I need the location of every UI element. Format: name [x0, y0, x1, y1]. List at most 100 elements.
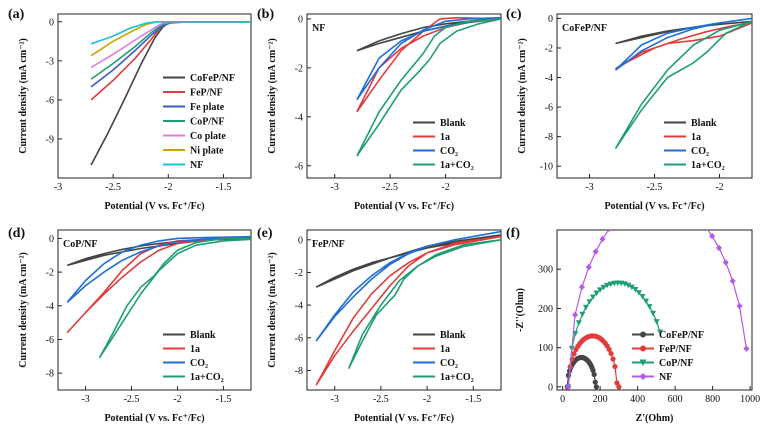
- data-point: [729, 277, 736, 285]
- x-tick-label: -2.5: [105, 182, 121, 193]
- y-tick-label: -2: [46, 268, 54, 279]
- plot-frame: [57, 229, 252, 391]
- x-tick-label: -3: [585, 182, 593, 193]
- data-point: [607, 281, 614, 288]
- data-point: [625, 282, 632, 289]
- series-line-Blank: [315, 234, 501, 288]
- data-point: [650, 310, 657, 317]
- y-tick-label: -6: [46, 95, 54, 106]
- plot-area: [564, 215, 750, 390]
- y-axis-label: Current density (mA cm⁻²): [267, 38, 278, 154]
- x-axis-label: Potential (V vs. Fc⁺/Fc): [104, 413, 204, 424]
- data-point: [646, 304, 653, 310]
- data-point: [702, 223, 708, 229]
- plot-area: [356, 16, 501, 157]
- x-tick-label: -2: [441, 182, 449, 193]
- panel-label: (f): [506, 226, 520, 241]
- x-axis-label: Potential (V vs. Fc⁺/Fc): [104, 201, 204, 212]
- data-point: [612, 363, 618, 370]
- series-line-1a: [356, 16, 501, 113]
- data-point: [597, 287, 604, 293]
- series-line-NF: [567, 230, 747, 387]
- x-tick-label: -3: [81, 394, 89, 405]
- legend-label: FeP/NF: [659, 344, 692, 355]
- legend-marker: [640, 331, 646, 338]
- y-tick-label: 0: [49, 234, 54, 245]
- data-point: [586, 299, 593, 305]
- plot-frame: [57, 13, 252, 179]
- data-point: [593, 290, 600, 297]
- panel-4: (d) -3 -2.5 -2 -1.5 0 -2 -4 -6 -8 Potential (V vs.…: [8, 226, 252, 424]
- x-axis-label: Potential (V vs. Fc⁺/Fc): [354, 413, 454, 424]
- y-tick-label: 200: [538, 304, 553, 315]
- legend-label: 1a: [691, 132, 701, 143]
- plot-area: [90, 21, 251, 166]
- legend-label: Blank: [691, 118, 717, 129]
- series-line-Blank: [615, 20, 752, 45]
- x-tick-label: 800: [705, 394, 720, 405]
- panel-label: (c): [506, 7, 522, 22]
- legend-label: 1a: [440, 132, 450, 143]
- y-tick-label: 0: [548, 382, 553, 393]
- data-point: [642, 298, 649, 305]
- y-tick-label: -3: [46, 56, 54, 67]
- data-point: [572, 311, 579, 319]
- legend-label: CoP/NF: [659, 358, 693, 369]
- data-point: [589, 294, 596, 300]
- legend-label: CO₂: [440, 146, 458, 157]
- series-line-CO₂: [315, 230, 501, 342]
- series-line-CoP/NF: [90, 21, 251, 80]
- legend-label: CoFeP/NF: [190, 73, 235, 84]
- legend-label: Blank: [190, 330, 216, 341]
- data-point: [591, 371, 597, 378]
- inner-sample-label: NF: [312, 23, 325, 34]
- legend-label: FeP/NF: [190, 88, 223, 99]
- panel-5: (e) -3 -2.5 -2 -1.5 0 -2 -4 -6 -8 Potential (V vs.…: [257, 226, 502, 424]
- legend-label: 1a: [440, 344, 450, 355]
- legend-label: Ni plate: [190, 146, 224, 157]
- legend-label: Blank: [440, 330, 466, 341]
- data-point: [736, 302, 743, 310]
- data-point: [599, 235, 606, 243]
- legend-marker: [639, 373, 647, 380]
- y-tick-label: -10: [540, 162, 553, 173]
- x-tick-label: -2: [164, 182, 172, 193]
- y-tick-label: -2: [545, 43, 553, 54]
- data-point: [582, 304, 589, 311]
- series-line-1a+CO₂: [98, 237, 251, 359]
- y-tick-label: -8: [295, 366, 303, 377]
- y-tick-label: 0: [298, 235, 303, 246]
- legend-label: Co plate: [190, 131, 226, 142]
- plot-frame: [306, 13, 502, 179]
- x-tick-label: -2.5: [124, 394, 140, 405]
- x-tick-label: -2: [423, 394, 431, 405]
- x-tick-label: 0: [560, 394, 565, 405]
- y-axis-label: Current density (mA cm⁻²): [267, 252, 278, 368]
- x-tick-label: -3: [54, 182, 62, 193]
- y-axis-label: Current density (mA cm⁻²): [18, 38, 29, 154]
- series-line-1a+CO₂: [356, 18, 501, 157]
- data-point: [600, 284, 607, 291]
- series-line-Ni plate: [90, 21, 251, 57]
- y-tick-label: -4: [545, 73, 553, 84]
- legend-label: 1a: [190, 344, 200, 355]
- y-tick-label: -9: [46, 134, 54, 145]
- y-tick-label: -4: [295, 301, 303, 312]
- data-point: [565, 383, 572, 390]
- inner-sample-label: CoP/NF: [63, 239, 97, 250]
- legend-label: 1a+CO₂: [190, 372, 224, 383]
- x-tick-label: -2.5: [647, 182, 663, 193]
- y-axis-label: Current density (mA cm⁻²): [517, 38, 528, 154]
- legend-label: NF: [190, 160, 203, 171]
- y-tick-label: -6: [295, 333, 303, 344]
- series-line-FeP/NF: [90, 21, 251, 101]
- plot-area: [315, 230, 501, 386]
- x-axis-label: Potential (V vs. Fc⁺/Fc): [354, 201, 454, 212]
- legend-label: 1a+CO₂: [691, 160, 725, 171]
- y-tick-label: -6: [46, 335, 54, 346]
- series-line-1a: [315, 235, 501, 386]
- inner-sample-label: FeP/NF: [312, 239, 345, 250]
- series-line-Blank: [66, 237, 251, 267]
- data-point: [695, 215, 701, 221]
